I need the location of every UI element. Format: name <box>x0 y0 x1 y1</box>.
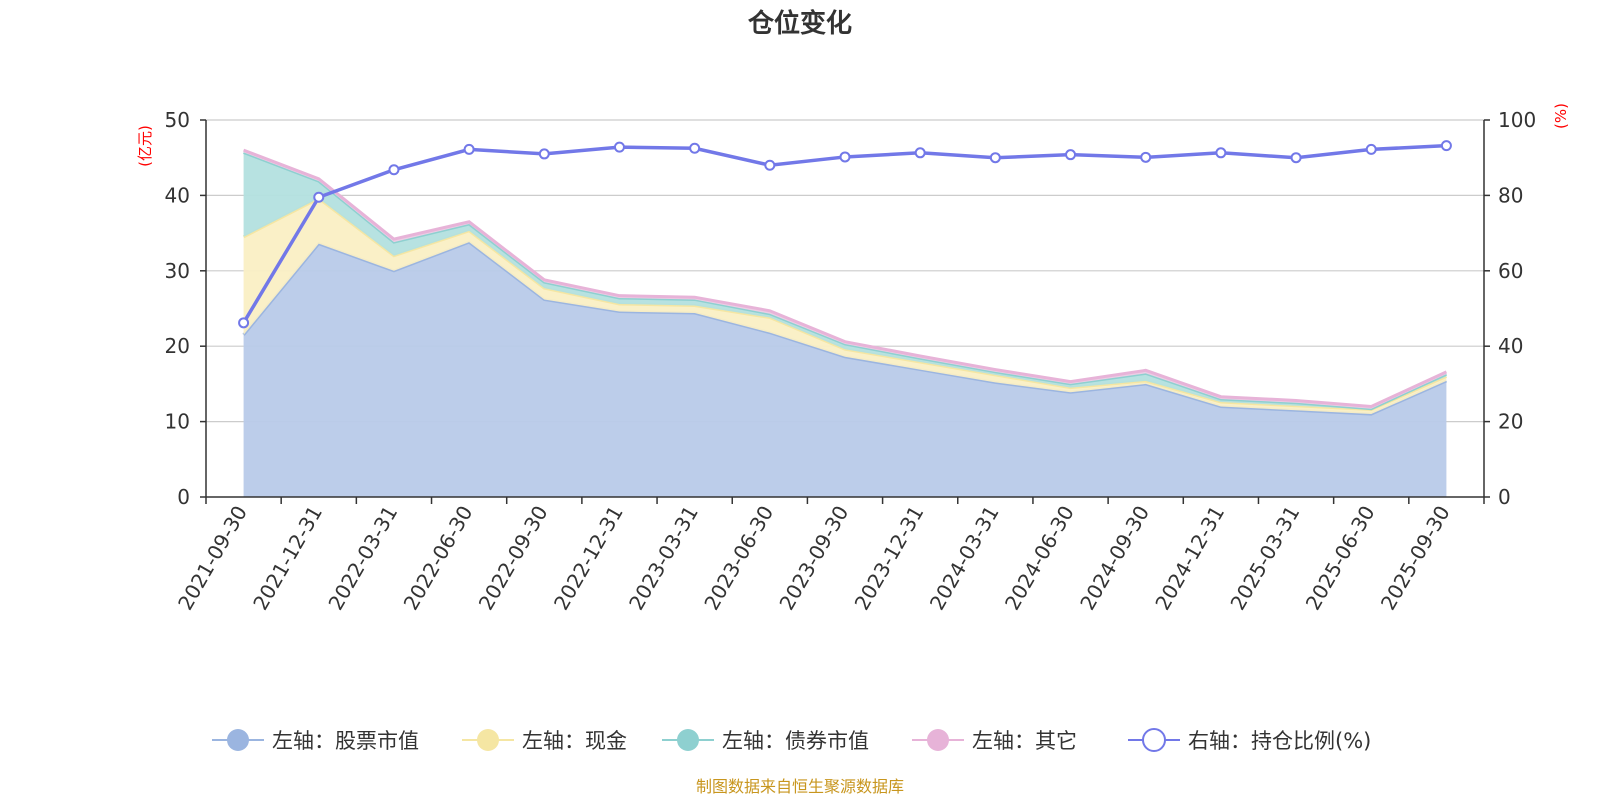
x-tick-label: 2023-09-30 <box>774 502 853 615</box>
ratio-point <box>388 164 400 176</box>
legend-label-1: 左轴：现金 <box>522 729 627 753</box>
legend: 左轴：股票市值 左轴：现金 左轴：债券市值 左轴：其它 右轴：持仓比例(%) <box>212 728 1371 753</box>
right-tick-label: 100 <box>1498 108 1536 132</box>
ratio-point <box>238 317 250 329</box>
x-tick-label: 2021-09-30 <box>173 502 252 615</box>
x-tick-label: 2025-03-31 <box>1225 502 1304 615</box>
left-axis-unit: (亿元) <box>136 125 154 167</box>
left-tick-label: 10 <box>165 410 190 434</box>
ratio-point <box>764 159 776 171</box>
ratio-point <box>839 151 851 163</box>
x-tick-label: 2021-12-31 <box>248 502 327 615</box>
x-tick-label: 2022-09-30 <box>474 502 553 615</box>
ratio-point <box>1065 149 1077 161</box>
ratio-point <box>689 142 701 154</box>
x-tick-label: 2023-03-31 <box>624 502 703 615</box>
ratio-point <box>538 148 550 160</box>
left-tick-label: 40 <box>165 183 190 207</box>
ratio-point <box>313 191 325 203</box>
x-tick-label: 2024-06-30 <box>1000 502 1079 615</box>
legend-marker-1 <box>477 729 499 751</box>
x-tick-label: 2025-06-30 <box>1301 502 1380 615</box>
ratio-line <box>238 140 1452 329</box>
right-axis-unit: (%) <box>1552 103 1570 129</box>
ratio-point <box>989 152 1001 164</box>
chart-title: 仓位变化 <box>747 8 852 39</box>
stacked-areas <box>242 148 1448 497</box>
ratio-point <box>613 141 625 153</box>
right-tick-label: 40 <box>1498 334 1523 358</box>
x-tick-label: 2022-06-30 <box>399 502 478 615</box>
area-series-0 <box>243 242 1447 497</box>
x-tick-label: 2024-12-31 <box>1150 502 1229 615</box>
x-tick-label: 2023-12-31 <box>850 502 929 615</box>
left-tick-label: 20 <box>165 334 190 358</box>
legend-label-0: 左轴：股票市值 <box>272 729 419 753</box>
x-tick-label: 2024-03-31 <box>925 502 1004 615</box>
legend-label-3: 左轴：其它 <box>972 729 1077 753</box>
ratio-point <box>1365 143 1377 155</box>
legend-marker-0 <box>227 729 249 751</box>
right-tick-label: 80 <box>1498 183 1523 207</box>
left-tick-label: 30 <box>165 259 190 283</box>
ratio-point <box>463 143 475 155</box>
right-tick-label: 60 <box>1498 259 1523 283</box>
data-source-note: 制图数据来自恒生聚源数据库 <box>696 777 904 796</box>
x-tick-label: 2024-09-30 <box>1075 502 1154 615</box>
right-tick-label: 20 <box>1498 410 1523 434</box>
ratio-point <box>1215 147 1227 159</box>
left-tick-label: 50 <box>165 108 190 132</box>
ratio-point <box>1140 151 1152 163</box>
ratio-point <box>914 147 926 159</box>
x-tick-label: 2023-06-30 <box>699 502 778 615</box>
x-tick-label: 2025-09-30 <box>1376 502 1455 615</box>
legend-label-2: 左轴：债券市值 <box>722 729 869 753</box>
legend-marker-4 <box>1142 728 1166 752</box>
legend-label-4: 右轴：持仓比例(%) <box>1188 729 1371 753</box>
ratio-point <box>1290 152 1302 164</box>
legend-marker-2 <box>677 729 699 751</box>
x-tick-label: 2022-03-31 <box>323 502 402 615</box>
right-tick-label: 0 <box>1498 485 1511 509</box>
ratio-point <box>1440 140 1452 152</box>
area-edge-3 <box>243 148 1448 409</box>
x-tick-label: 2022-12-31 <box>549 502 628 615</box>
left-tick-label: 0 <box>177 485 190 509</box>
legend-marker-3 <box>927 729 949 751</box>
